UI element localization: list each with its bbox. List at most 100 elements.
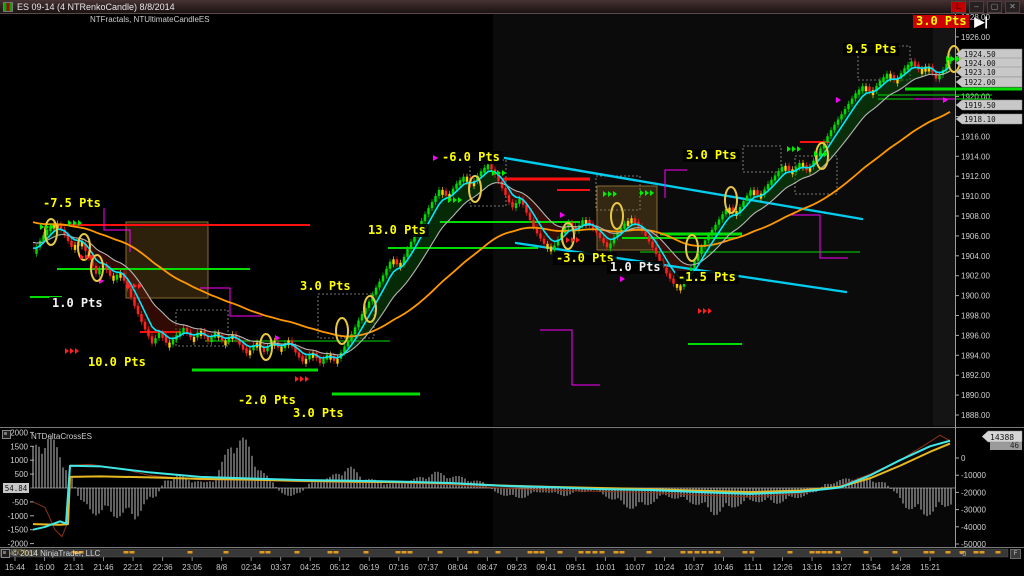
renko-candle bbox=[696, 253, 700, 261]
execution-marker bbox=[333, 551, 339, 554]
trend-channel-line[interactable] bbox=[514, 241, 848, 294]
renko-candle bbox=[381, 275, 385, 282]
renko-candle bbox=[843, 109, 847, 115]
renko-candle bbox=[840, 114, 843, 120]
renko-candle bbox=[280, 346, 283, 352]
renko-candle bbox=[374, 287, 378, 295]
pts-annotation: 3.0 Pts bbox=[293, 406, 344, 420]
renko-candle bbox=[878, 80, 882, 86]
entry-arrows-red-icon bbox=[85, 254, 89, 260]
renko-candle bbox=[458, 180, 462, 186]
renko-candle bbox=[700, 246, 703, 254]
cloud-segment bbox=[551, 221, 555, 250]
execution-marker bbox=[223, 551, 229, 554]
pts-annotation: 1.0 Pts bbox=[52, 296, 103, 310]
entry-arrows-green-icon bbox=[824, 151, 828, 157]
renko-candle bbox=[777, 171, 780, 177]
window-titlebar[interactable]: ES 09-14 (4 NTRenkoCandle) 8/8/2014 L – … bbox=[0, 0, 1024, 13]
time-tick-label: 12:26 bbox=[773, 563, 794, 572]
time-tick-label: 23:05 bbox=[182, 563, 203, 572]
renko-candle bbox=[63, 229, 66, 235]
stop-arrow-icon bbox=[433, 155, 438, 161]
renko-candle bbox=[224, 340, 227, 346]
delta-right-tick-label: -30000 bbox=[961, 506, 986, 515]
entry-arrows-green-icon bbox=[50, 224, 54, 230]
renko-candle bbox=[297, 352, 301, 358]
execution-marker bbox=[809, 551, 815, 554]
price-tick-label: 1926.00 bbox=[961, 33, 990, 42]
renko-candle bbox=[497, 174, 500, 182]
renko-candle bbox=[864, 86, 868, 92]
renko-candle bbox=[378, 281, 381, 288]
price-tick-label: 1908.00 bbox=[961, 212, 990, 221]
renko-candle bbox=[836, 119, 840, 125]
minimize-button[interactable]: – bbox=[969, 1, 984, 13]
renko-candle bbox=[511, 202, 514, 208]
renko-candle bbox=[294, 346, 297, 353]
close-button[interactable]: ✕ bbox=[1005, 1, 1020, 13]
renko-candle bbox=[654, 247, 658, 254]
bottom-left-icon[interactable] bbox=[1, 549, 10, 558]
renko-candle bbox=[665, 267, 668, 274]
panel-collapse-icon[interactable] bbox=[2, 430, 11, 439]
pts-annotation: 13.0 Pts bbox=[368, 223, 426, 237]
renko-candle bbox=[745, 195, 749, 201]
renko-candle bbox=[112, 275, 115, 281]
renko-candle bbox=[479, 171, 483, 177]
cloud-segment bbox=[859, 86, 863, 124]
renko-candle bbox=[892, 75, 896, 81]
entry-arrows-green-icon bbox=[792, 146, 796, 152]
entry-arrows-green-icon bbox=[819, 151, 823, 157]
execution-marker bbox=[401, 551, 407, 554]
renko-candle bbox=[364, 307, 367, 315]
execution-marker bbox=[687, 551, 693, 554]
execution-marker bbox=[945, 551, 951, 554]
cloud-segment bbox=[309, 349, 313, 355]
execution-marker bbox=[815, 551, 821, 554]
execution-strip[interactable] bbox=[0, 548, 1009, 558]
price-tick-label: 1906.00 bbox=[961, 232, 990, 241]
cloud-segment bbox=[488, 164, 492, 186]
signal-ellipse bbox=[724, 186, 738, 214]
unlink-button[interactable]: L bbox=[951, 1, 966, 13]
execution-marker bbox=[892, 551, 898, 554]
renko-candle bbox=[675, 282, 679, 288]
mid-ma-line bbox=[32, 70, 951, 356]
execution-marker bbox=[533, 551, 539, 554]
renko-candle bbox=[623, 223, 626, 229]
time-tick-label: 09:23 bbox=[507, 563, 528, 572]
time-tick-label: 21:46 bbox=[94, 563, 115, 572]
focus-icon[interactable]: F bbox=[1010, 549, 1021, 559]
execution-marker bbox=[539, 551, 545, 554]
renko-candle bbox=[619, 227, 623, 233]
renko-candle bbox=[252, 345, 255, 351]
time-tick-label: 09:51 bbox=[566, 563, 587, 572]
renko-candle bbox=[395, 259, 399, 265]
entry-arrows-red-icon bbox=[708, 308, 712, 314]
entry-arrows-red-icon bbox=[133, 283, 137, 289]
renko-candle bbox=[266, 346, 269, 352]
execution-marker bbox=[585, 551, 591, 554]
cloud-segment bbox=[547, 217, 551, 250]
entry-arrows-green-icon bbox=[603, 191, 607, 197]
renko-candle bbox=[157, 332, 161, 339]
price-badge bbox=[955, 113, 1023, 125]
pts-annotation: 3.0 Pts bbox=[686, 148, 737, 162]
renko-candle bbox=[707, 235, 710, 241]
renko-candle bbox=[756, 190, 759, 196]
renko-candle bbox=[658, 253, 661, 261]
execution-marker bbox=[694, 551, 700, 554]
price-badge-value: 1919.50 bbox=[964, 101, 996, 110]
renko-candle bbox=[948, 56, 952, 64]
execution-marker bbox=[742, 551, 748, 554]
entry-arrows-red-icon bbox=[703, 308, 707, 314]
cloud-segment bbox=[855, 89, 859, 128]
stop-arrow-icon bbox=[943, 97, 948, 103]
maximize-button[interactable]: ▢ bbox=[987, 1, 1002, 13]
renko-candle bbox=[357, 320, 360, 328]
cloud-segment bbox=[250, 340, 254, 351]
app-icon bbox=[3, 1, 13, 12]
renko-candle bbox=[238, 339, 241, 345]
signal-ellipse bbox=[815, 142, 829, 170]
